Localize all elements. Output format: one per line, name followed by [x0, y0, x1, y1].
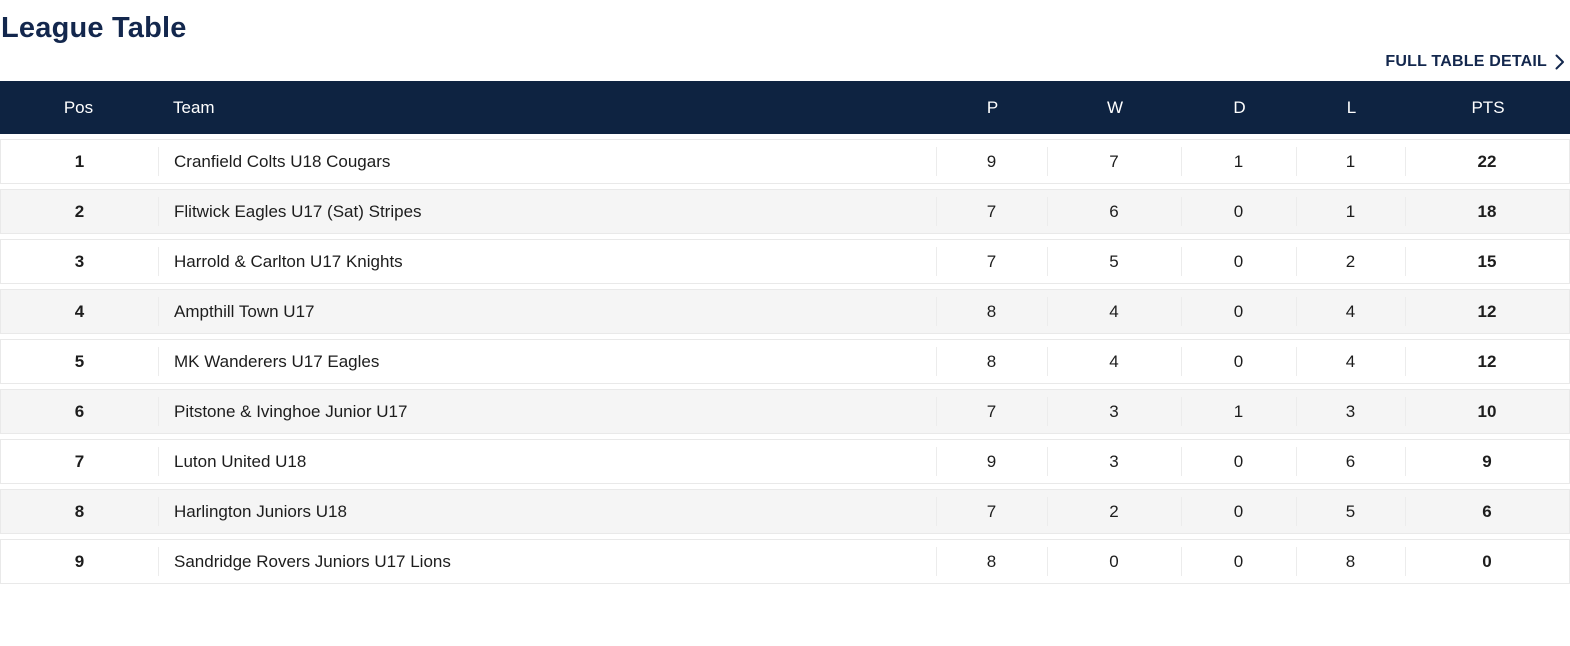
row-points: 22: [1405, 140, 1569, 183]
row-played: 9: [936, 440, 1047, 483]
table-row: 6 Pitstone & Ivinghoe Junior U17 7 3 1 3…: [0, 389, 1570, 434]
row-draws: 0: [1181, 190, 1296, 233]
row-team-name: Flitwick Eagles U17 (Sat) Stripes: [158, 190, 936, 233]
row-position: 4: [74, 301, 85, 321]
row-points: 12: [1405, 290, 1569, 333]
table-row: 7 Luton United U18 9 3 0 6 9: [0, 439, 1570, 484]
row-draws: 1: [1181, 390, 1296, 433]
table-row: 4 Ampthill Town U17 8 4 0 4 12: [0, 289, 1570, 334]
row-position: 8: [74, 501, 85, 521]
row-played: 8: [936, 340, 1047, 383]
row-wins: 3: [1047, 440, 1181, 483]
row-draws: 0: [1181, 290, 1296, 333]
column-header-played: P: [986, 97, 999, 117]
row-played: 7: [936, 390, 1047, 433]
row-wins: 5: [1047, 240, 1181, 283]
table-row: 2 Flitwick Eagles U17 (Sat) Stripes 7 6 …: [0, 189, 1570, 234]
table-row: 5 MK Wanderers U17 Eagles 8 4 0 4 12: [0, 339, 1570, 384]
row-wins: 6: [1047, 190, 1181, 233]
column-header-pos: Pos: [63, 97, 94, 117]
league-table-widget: League Table FULL TABLE DETAIL Pos Team …: [0, 12, 1570, 584]
table-body: 1 Cranfield Colts U18 Cougars 9 7 1 1 22…: [0, 139, 1570, 584]
table-row: 1 Cranfield Colts U18 Cougars 9 7 1 1 22: [0, 139, 1570, 184]
row-played: 7: [936, 190, 1047, 233]
row-position: 7: [74, 451, 85, 471]
row-draws: 0: [1181, 490, 1296, 533]
row-losses: 4: [1296, 340, 1405, 383]
row-position: 9: [74, 551, 85, 571]
row-wins: 2: [1047, 490, 1181, 533]
table-header: Pos Team P W D L PTS: [0, 81, 1570, 134]
row-points: 9: [1405, 440, 1569, 483]
row-points: 15: [1405, 240, 1569, 283]
row-team-name: Ampthill Town U17: [158, 290, 936, 333]
table-row: 3 Harrold & Carlton U17 Knights 7 5 0 2 …: [0, 239, 1570, 284]
column-header-losses: L: [1346, 97, 1357, 117]
row-position: 1: [74, 151, 85, 171]
column-header-wins: W: [1106, 97, 1124, 117]
row-position: 6: [74, 401, 85, 421]
chevron-right-icon: [1555, 54, 1565, 70]
row-points: 18: [1405, 190, 1569, 233]
page-title: League Table: [1, 12, 187, 44]
row-played: 7: [936, 490, 1047, 533]
row-losses: 3: [1296, 390, 1405, 433]
row-played: 8: [936, 540, 1047, 583]
row-team-name: Harlington Juniors U18: [158, 490, 936, 533]
row-played: 9: [936, 140, 1047, 183]
row-position: 2: [74, 201, 85, 221]
table-row: 9 Sandridge Rovers Juniors U17 Lions 8 0…: [0, 539, 1570, 584]
row-losses: 8: [1296, 540, 1405, 583]
row-team-name: Pitstone & Ivinghoe Junior U17: [158, 390, 936, 433]
full-table-detail-label: FULL TABLE DETAIL: [1385, 53, 1547, 70]
row-position: 5: [74, 351, 85, 371]
row-points: 6: [1405, 490, 1569, 533]
row-draws: 0: [1181, 440, 1296, 483]
row-team-name: MK Wanderers U17 Eagles: [158, 340, 936, 383]
row-wins: 4: [1047, 340, 1181, 383]
row-wins: 0: [1047, 540, 1181, 583]
row-losses: 6: [1296, 440, 1405, 483]
row-losses: 2: [1296, 240, 1405, 283]
row-draws: 0: [1181, 540, 1296, 583]
row-losses: 5: [1296, 490, 1405, 533]
row-points: 10: [1405, 390, 1569, 433]
row-played: 7: [936, 240, 1047, 283]
full-table-detail-link[interactable]: FULL TABLE DETAIL: [1385, 53, 1565, 71]
column-header-draws: D: [1233, 97, 1246, 117]
row-draws: 0: [1181, 240, 1296, 283]
row-team-name: Cranfield Colts U18 Cougars: [158, 140, 936, 183]
row-played: 8: [936, 290, 1047, 333]
row-losses: 1: [1296, 140, 1405, 183]
row-wins: 4: [1047, 290, 1181, 333]
row-wins: 7: [1047, 140, 1181, 183]
row-losses: 1: [1296, 190, 1405, 233]
detail-link-row: FULL TABLE DETAIL: [0, 53, 1565, 71]
row-draws: 1: [1181, 140, 1296, 183]
row-points: 0: [1405, 540, 1569, 583]
row-position: 3: [74, 251, 85, 271]
row-losses: 4: [1296, 290, 1405, 333]
row-wins: 3: [1047, 390, 1181, 433]
table-row: 8 Harlington Juniors U18 7 2 0 5 6: [0, 489, 1570, 534]
row-team-name: Luton United U18: [158, 440, 936, 483]
row-draws: 0: [1181, 340, 1296, 383]
row-points: 12: [1405, 340, 1569, 383]
column-header-points: PTS: [1471, 97, 1505, 117]
row-team-name: Harrold & Carlton U17 Knights: [158, 240, 936, 283]
row-team-name: Sandridge Rovers Juniors U17 Lions: [158, 540, 936, 583]
column-header-team: Team: [173, 97, 215, 117]
